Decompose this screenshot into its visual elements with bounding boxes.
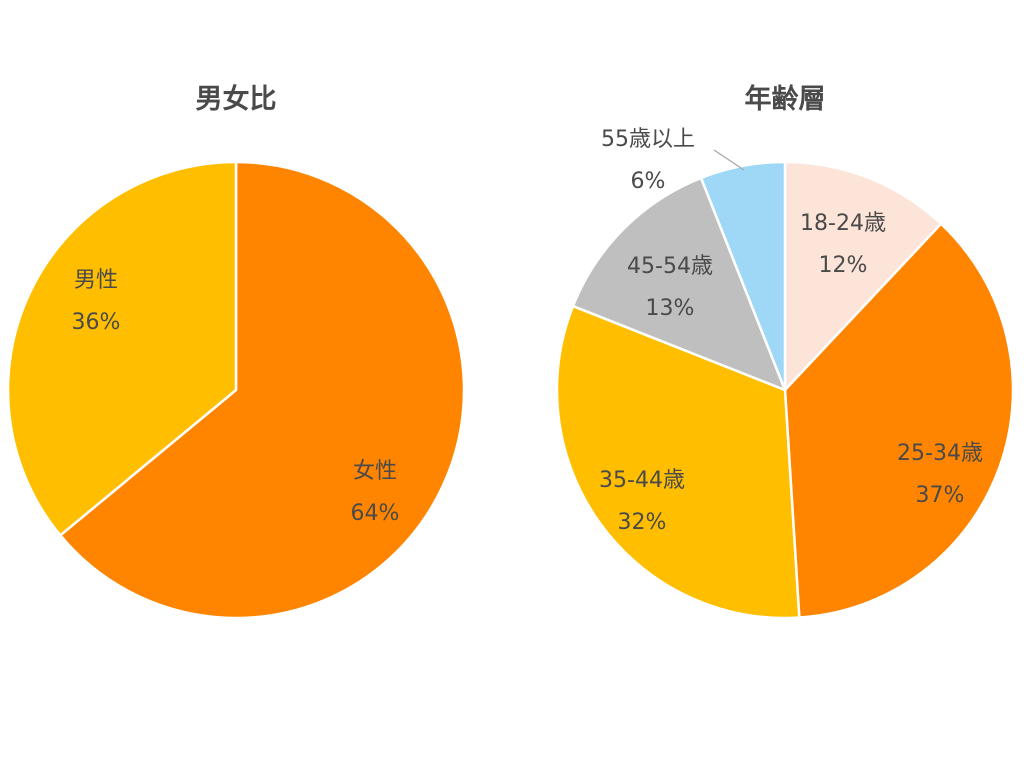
gender-ratio-pie-chart: 男女比 女性 64% 男性 36% [6, 83, 466, 620]
age-slice-category-label-5: 55歳以上 [601, 127, 695, 152]
gender-slice-percent-label-1: 64% [351, 501, 400, 526]
age-pie-slices [555, 160, 1015, 620]
age-pie-slice-4 [571, 176, 787, 392]
age-slice-category-label-1: 18-24歳 [800, 211, 886, 236]
gender-pie-labels: 女性 64% 男性 36% [72, 268, 400, 526]
age-group-pie-chart: 年齢層 18-24歳 12% 25-34歳 37% 35-44歳 32% 45-54歳 13%… [555, 83, 1015, 620]
gender-pie-slice-1 [59, 160, 466, 620]
age-slice-percent-label-5: 6% [631, 169, 666, 194]
age-pie-labels: 18-24歳 12% 25-34歳 37% 35-44歳 32% 45-54歳 13% 55歳以… [599, 127, 983, 535]
age-slice-percent-label-4: 13% [646, 296, 695, 321]
age-pie-slice-2 [783, 222, 1015, 619]
age-slice-category-label-3: 35-44歳 [599, 468, 685, 493]
gender-chart-title: 男女比 [196, 83, 277, 115]
age-chart-title: 年齢層 [745, 83, 826, 115]
gender-slice-category-label-1: 女性 [353, 459, 397, 484]
age-slice-percent-label-3: 32% [618, 510, 667, 535]
age-leader-line-5 [713, 149, 745, 171]
age-pie-slice-1 [783, 160, 943, 392]
age-slice-category-label-4: 45-54歳 [627, 254, 713, 279]
gender-slice-percent-label-2: 36% [72, 310, 121, 335]
gender-slice-category-label-2: 男性 [74, 268, 118, 293]
age-slice-percent-label-1: 12% [819, 253, 868, 278]
age-pie-slice-3 [555, 304, 801, 620]
age-slice-category-label-2: 25-34歳 [897, 441, 983, 466]
gender-pie-slices [6, 160, 466, 620]
gender-pie-slice-2 [6, 160, 238, 537]
age-pie-slice-5 [699, 160, 787, 392]
age-slice-percent-label-2: 37% [916, 483, 965, 508]
